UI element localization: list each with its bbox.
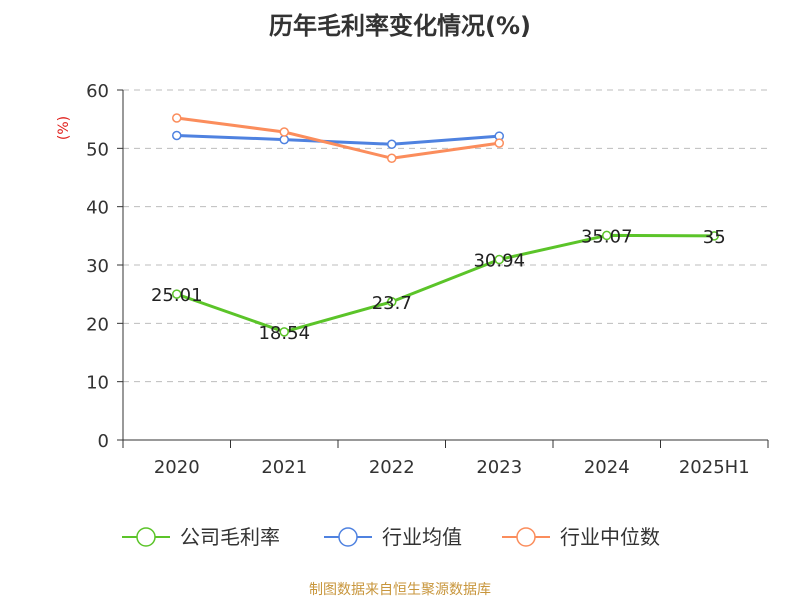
data-point [494, 138, 504, 148]
data-point [387, 153, 397, 163]
data-point [172, 289, 182, 299]
y-tick-label: 30 [86, 256, 109, 277]
series-line-1 [176, 134, 500, 146]
legend-label-1: 行业均值 [382, 525, 462, 549]
data-label: 30.94 [473, 251, 525, 272]
data-label: 35.07 [581, 226, 633, 247]
y-tick-label: 10 [86, 373, 109, 394]
data-point [279, 327, 289, 337]
y-tick-label: 20 [86, 314, 109, 335]
series-line-2 [176, 116, 500, 160]
y-tick-label: 40 [86, 198, 109, 219]
x-tick-label: 2021 [261, 457, 307, 478]
x-tick-label: 2020 [154, 457, 200, 478]
legend-marker-0 [136, 527, 156, 547]
x-tick-label: 2023 [476, 457, 522, 478]
data-point [387, 139, 397, 149]
y-tick-label: 0 [98, 431, 109, 452]
series-line-0 [176, 233, 715, 334]
legend-label-2: 行业中位数 [560, 525, 660, 549]
legend: 公司毛利率 行业均值 行业中位数 [122, 525, 660, 549]
data-label: 35 [703, 227, 726, 248]
source-note: 制图数据来自恒生聚源数据库 [309, 582, 491, 598]
x-tick-label: 2022 [369, 457, 415, 478]
x-tick-label: 2024 [584, 457, 630, 478]
data-label: 18.54 [258, 323, 310, 344]
data-point [279, 127, 289, 137]
y-axis-unit-label: (%) [56, 116, 72, 140]
data-label: 25.01 [151, 285, 203, 306]
chart-title: 历年毛利率变化情况(%) [269, 12, 531, 40]
data-point [709, 231, 719, 241]
data-labels: 25.01 18.54 23.7 30.94 35.07 35 [151, 226, 726, 343]
x-axis-ticks: 2020 2021 2022 2023 2024 2025H1 [122, 440, 769, 478]
data-point [172, 113, 182, 123]
y-tick-label: 50 [86, 139, 109, 160]
legend-label-0: 公司毛利率 [180, 525, 280, 549]
data-point [494, 254, 504, 265]
y-axis-ticks: 0 10 20 30 40 50 60 [86, 81, 123, 452]
series-layer [172, 113, 719, 337]
grid-lines [123, 89, 768, 383]
data-point [279, 134, 289, 145]
data-point [387, 297, 397, 307]
y-tick-label: 60 [86, 81, 109, 102]
legend-marker-1 [338, 527, 358, 547]
data-point [602, 230, 612, 241]
legend-marker-2 [516, 527, 536, 547]
data-label: 23.7 [372, 293, 412, 314]
x-tick-label: 2025H1 [679, 457, 750, 478]
data-point [172, 130, 182, 141]
